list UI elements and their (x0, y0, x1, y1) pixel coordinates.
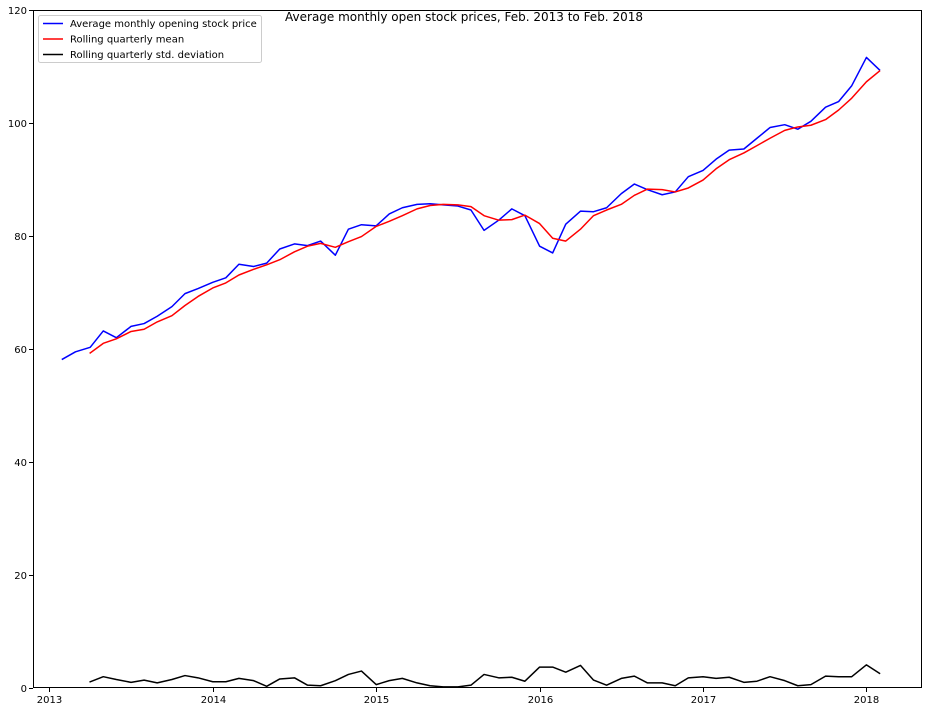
plot-area (33, 10, 922, 688)
legend-label-1: Rolling quarterly mean (70, 35, 184, 46)
y-tick-label: 60 (14, 345, 27, 356)
x-tick-label: 2013 (37, 695, 62, 706)
series-layer (61, 56, 881, 688)
series-line-1 (89, 69, 881, 355)
y-tick-label: 20 (14, 571, 27, 582)
x-tick-label: 2016 (528, 695, 553, 706)
x-axis: 2013 2014 2015 2016 2017 2018 (37, 688, 879, 706)
x-tick-label: 2017 (691, 695, 716, 706)
plot-frame (33, 10, 922, 688)
chart-title: Average monthly open stock prices, Feb. … (285, 10, 643, 24)
legend-label-0: Average monthly opening stock price (70, 19, 257, 30)
y-tick-label: 100 (8, 119, 27, 130)
x-tick-label: 2015 (364, 695, 389, 706)
legend-label-2: Rolling quarterly std. deviation (70, 50, 224, 61)
series-line-2 (89, 664, 881, 688)
y-axis: 0 20 40 60 80 100 120 (8, 6, 33, 695)
legend-box (38, 15, 262, 63)
x-tick-label: 2014 (201, 695, 226, 706)
y-tick-label: 120 (8, 6, 27, 17)
y-tick-label: 40 (14, 458, 27, 469)
y-tick-label: 80 (14, 232, 27, 243)
x-tick-label: 2018 (854, 695, 879, 706)
y-tick-label: 0 (21, 684, 27, 695)
series-line-0 (61, 56, 881, 361)
legend: Average monthly opening stock price Rolli… (38, 15, 262, 63)
